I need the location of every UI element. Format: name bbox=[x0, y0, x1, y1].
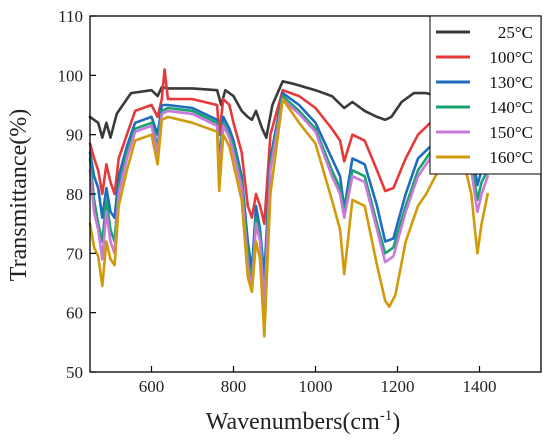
series-line-3 bbox=[88, 94, 489, 303]
x-tick-label: 600 bbox=[139, 377, 165, 396]
legend-label-3: 140°C bbox=[489, 98, 533, 117]
y-tick-label: 110 bbox=[58, 7, 83, 26]
x-axis-title-superscript: -1 bbox=[380, 408, 393, 424]
legend-label-1: 100°C bbox=[489, 48, 533, 67]
series-line-2 bbox=[88, 91, 489, 279]
y-tick-label: 100 bbox=[58, 66, 84, 85]
series-line-4 bbox=[88, 97, 489, 308]
legend-label-5: 160°C bbox=[489, 148, 533, 167]
series-line-1 bbox=[88, 68, 440, 225]
x-tick-label: 1400 bbox=[463, 377, 497, 396]
legend-label-2: 130°C bbox=[489, 73, 533, 92]
x-tick-label: 1000 bbox=[299, 377, 333, 396]
y-tick-label: 60 bbox=[66, 304, 83, 323]
legend: 25°C 100°C 130°C 140°C 150°C 160°C bbox=[429, 15, 542, 175]
y-tick-label: 90 bbox=[66, 126, 83, 145]
x-axis-title-main: Wavenumbers(cm bbox=[206, 409, 380, 435]
series-layer bbox=[88, 68, 489, 338]
x-tick-label: 800 bbox=[221, 377, 247, 396]
series-line-5 bbox=[88, 97, 489, 338]
y-tick-label: 70 bbox=[66, 244, 83, 263]
y-tick-label: 50 bbox=[66, 363, 83, 382]
x-axis-title: Wavenumbers(cm-1) bbox=[206, 408, 401, 435]
series-line-0 bbox=[88, 80, 440, 139]
legend-label-0: 25°C bbox=[498, 23, 533, 42]
x-tick-label: 1200 bbox=[381, 377, 415, 396]
legend-box bbox=[429, 15, 542, 175]
y-axis-title: Transmittance(%) bbox=[6, 109, 32, 281]
x-axis-title-close: ) bbox=[392, 409, 400, 435]
axes-layer: 50 60 70 80 90 100 110 600 800 1000 1200 1400 bbox=[58, 7, 542, 396]
y-tick-label: 80 bbox=[66, 185, 83, 204]
legend-label-4: 150°C bbox=[489, 123, 533, 142]
